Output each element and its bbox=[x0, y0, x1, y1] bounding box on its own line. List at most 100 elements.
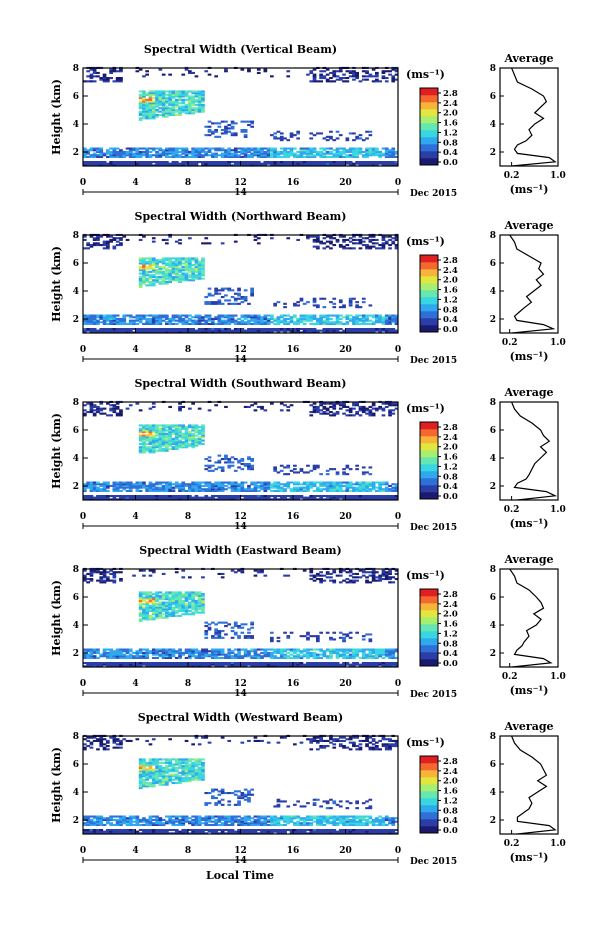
heatmap-cell bbox=[158, 147, 163, 150]
heatmap-cell bbox=[256, 665, 261, 668]
heatmap-cell bbox=[197, 432, 202, 435]
heatmap-cell bbox=[293, 321, 297, 324]
heatmap-cell bbox=[214, 653, 218, 656]
heatmap-cell bbox=[247, 164, 251, 167]
heatmap-cell bbox=[224, 154, 228, 157]
heatmap-cell bbox=[174, 594, 179, 597]
heatmap-cell bbox=[293, 468, 297, 471]
heatmap-cell bbox=[132, 331, 136, 334]
heatmap-cell bbox=[148, 489, 153, 492]
heatmap-cell bbox=[240, 147, 245, 150]
heatmap-cell bbox=[165, 329, 169, 332]
heatmap-cell bbox=[260, 651, 264, 654]
heatmap-cell bbox=[99, 576, 104, 579]
heatmap-cell bbox=[201, 257, 205, 260]
heatmap-cell bbox=[135, 402, 140, 405]
heatmap-cell bbox=[138, 155, 143, 158]
heatmap-cell bbox=[99, 316, 104, 319]
heatmap-cell bbox=[237, 150, 241, 153]
heatmap-cell bbox=[178, 488, 182, 491]
heatmap-cell bbox=[158, 260, 163, 263]
heatmap-cell bbox=[384, 488, 389, 491]
heatmap-cell bbox=[171, 495, 176, 498]
heatmap-cell bbox=[181, 147, 186, 150]
heatmap-cell bbox=[338, 317, 343, 320]
heatmap-cell bbox=[151, 598, 156, 601]
heatmap-cell bbox=[348, 71, 353, 74]
heatmap-cell bbox=[151, 439, 156, 442]
heatmap-cell bbox=[250, 488, 254, 491]
heatmap-cell bbox=[89, 489, 94, 492]
heatmap-cell bbox=[151, 593, 156, 596]
heatmap-cell bbox=[394, 314, 399, 317]
heatmap-cell bbox=[158, 154, 163, 157]
heatmap-cell bbox=[220, 495, 225, 498]
colorbar-segment bbox=[420, 464, 438, 472]
heatmap-cell bbox=[296, 238, 300, 241]
heatmap-cell bbox=[358, 134, 363, 137]
heatmap-cell bbox=[145, 322, 149, 325]
heatmap-cell bbox=[220, 636, 225, 639]
heatmap-cell bbox=[106, 579, 110, 582]
heatmap-cell bbox=[181, 484, 186, 487]
heatmap-cell bbox=[204, 147, 209, 150]
heatmap-cell bbox=[184, 663, 189, 666]
heatmap-cell bbox=[106, 653, 110, 656]
heatmap-cell bbox=[224, 314, 228, 317]
heatmap-cell bbox=[230, 120, 235, 123]
heatmap-cell bbox=[201, 95, 205, 98]
heatmap-cell bbox=[119, 238, 123, 241]
heatmap-cell bbox=[273, 656, 277, 659]
heatmap-cell bbox=[240, 130, 245, 133]
heatmap-cell bbox=[256, 495, 261, 498]
average-y-tick-label: 6 bbox=[490, 426, 496, 436]
heatmap-cell bbox=[115, 77, 120, 80]
heatmap-cell bbox=[89, 235, 94, 238]
heatmap-cell bbox=[253, 152, 258, 155]
heatmap-cell bbox=[106, 498, 110, 501]
heatmap-cell bbox=[207, 469, 212, 472]
heatmap-cell bbox=[237, 289, 241, 292]
heatmap-cell bbox=[83, 579, 87, 582]
heatmap-cell bbox=[188, 322, 192, 325]
heatmap-cell bbox=[138, 446, 143, 449]
heatmap-cell bbox=[194, 277, 199, 280]
heatmap-cell bbox=[273, 329, 277, 332]
heatmap-cell bbox=[135, 653, 140, 656]
heatmap-cell bbox=[119, 650, 123, 653]
heatmap-cell bbox=[86, 75, 90, 78]
heatmap-cell bbox=[247, 328, 251, 331]
heatmap-cell bbox=[155, 275, 159, 278]
heatmap-cell bbox=[145, 486, 149, 489]
heatmap-cell bbox=[368, 154, 373, 157]
heatmap-cell bbox=[86, 247, 90, 250]
heatmap-cell bbox=[109, 162, 113, 165]
heatmap-cell bbox=[361, 483, 366, 486]
heatmap-cell bbox=[348, 498, 353, 501]
heatmap-cell bbox=[361, 164, 366, 167]
heatmap-cell bbox=[178, 653, 182, 656]
heatmap-cell bbox=[345, 137, 350, 140]
heatmap-cell bbox=[197, 598, 202, 601]
x-tick-label: 0 bbox=[395, 512, 401, 522]
heatmap-cell bbox=[181, 162, 186, 165]
heatmap-cell bbox=[250, 161, 254, 164]
heatmap-cell bbox=[217, 149, 222, 152]
heatmap-cell bbox=[227, 458, 232, 461]
heatmap-cell bbox=[240, 129, 245, 132]
heatmap-cell bbox=[181, 322, 186, 325]
heatmap-cell bbox=[253, 238, 258, 241]
heatmap-cell bbox=[256, 242, 261, 245]
heatmap-cell bbox=[132, 484, 136, 487]
heatmap-cell bbox=[158, 314, 163, 317]
heatmap-cell bbox=[217, 289, 222, 292]
heatmap-cell bbox=[188, 651, 192, 654]
heatmap-cell bbox=[119, 663, 123, 666]
heatmap-cell bbox=[168, 426, 172, 429]
heatmap-cell bbox=[158, 329, 163, 332]
heatmap-cell bbox=[142, 611, 146, 614]
heatmap-cell bbox=[204, 653, 209, 656]
heatmap-cell bbox=[361, 162, 366, 165]
heatmap-cell bbox=[211, 488, 215, 491]
heatmap-cell bbox=[302, 302, 307, 305]
